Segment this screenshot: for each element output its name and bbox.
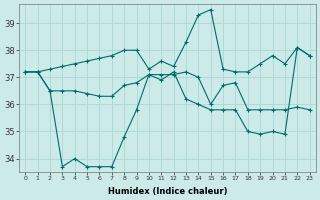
X-axis label: Humidex (Indice chaleur): Humidex (Indice chaleur) <box>108 187 227 196</box>
